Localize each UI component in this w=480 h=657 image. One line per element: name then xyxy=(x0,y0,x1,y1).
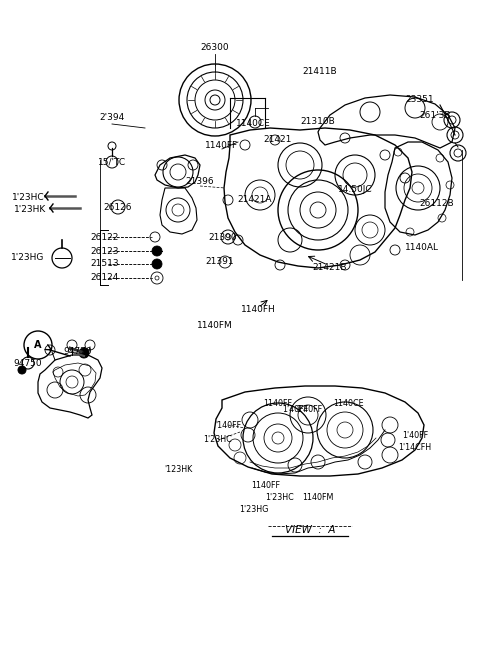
Text: 26126: 26126 xyxy=(104,202,132,212)
Circle shape xyxy=(79,348,89,358)
Text: 21391: 21391 xyxy=(206,258,234,267)
Text: 21396: 21396 xyxy=(186,177,214,187)
Text: 2'394: 2'394 xyxy=(99,114,125,122)
Text: 1'23HC: 1'23HC xyxy=(12,194,44,202)
Text: 1'23HG: 1'23HG xyxy=(12,254,45,263)
Circle shape xyxy=(152,259,162,269)
Text: 21310B: 21310B xyxy=(300,118,336,127)
Text: 1140FH: 1140FH xyxy=(240,306,276,315)
Text: 1140FM: 1140FM xyxy=(302,493,334,501)
Text: 94770: 94770 xyxy=(64,348,92,357)
Text: 23351: 23351 xyxy=(406,95,434,104)
Text: 26123: 26123 xyxy=(91,246,119,256)
Text: 14.50JC: 14.50JC xyxy=(338,185,372,194)
Text: 21421B: 21421B xyxy=(313,263,347,273)
Text: 1140FF: 1140FF xyxy=(205,141,239,150)
Text: A: A xyxy=(34,340,42,350)
Text: 21390: 21390 xyxy=(209,233,237,242)
Text: 261'3B: 261'3B xyxy=(419,110,451,120)
Text: '123HK: '123HK xyxy=(164,466,192,474)
Text: VIEW  :  A: VIEW : A xyxy=(285,525,335,535)
Circle shape xyxy=(18,366,26,374)
Text: 1140FF: 1140FF xyxy=(264,399,292,407)
Text: 26124: 26124 xyxy=(91,273,119,283)
Text: 1'40FF: 1'40FF xyxy=(282,405,308,415)
Text: 1'14CFH: 1'14CFH xyxy=(398,443,432,453)
Text: 1140AL: 1140AL xyxy=(405,244,439,252)
Text: 1'23HC: 1'23HC xyxy=(204,436,232,445)
Text: 1'23HC: 1'23HC xyxy=(265,493,294,501)
Circle shape xyxy=(152,246,162,256)
Text: 1'23HG: 1'23HG xyxy=(240,505,269,514)
Text: 1'40FF: 1'40FF xyxy=(402,430,428,440)
Text: '140FF: '140FF xyxy=(215,420,241,430)
Text: 1140FM: 1140FM xyxy=(197,321,233,330)
Text: 26300: 26300 xyxy=(201,43,229,53)
Text: 21411B: 21411B xyxy=(303,68,337,76)
Text: 26112B: 26112B xyxy=(420,198,454,208)
Text: 1'40FF: 1'40FF xyxy=(296,405,322,415)
Text: 26122: 26122 xyxy=(91,233,119,242)
Text: 1'23HK: 1'23HK xyxy=(14,206,46,214)
Text: 15/'TC: 15/'TC xyxy=(98,158,126,166)
Text: 21513: 21513 xyxy=(91,260,120,269)
Text: 1140CE: 1140CE xyxy=(236,118,270,127)
Text: 21421: 21421 xyxy=(264,135,292,145)
Text: 1140FF: 1140FF xyxy=(252,480,280,489)
Text: 21421A: 21421A xyxy=(238,196,272,204)
Text: 1140CE: 1140CE xyxy=(333,399,363,407)
Text: 94750: 94750 xyxy=(14,359,42,367)
